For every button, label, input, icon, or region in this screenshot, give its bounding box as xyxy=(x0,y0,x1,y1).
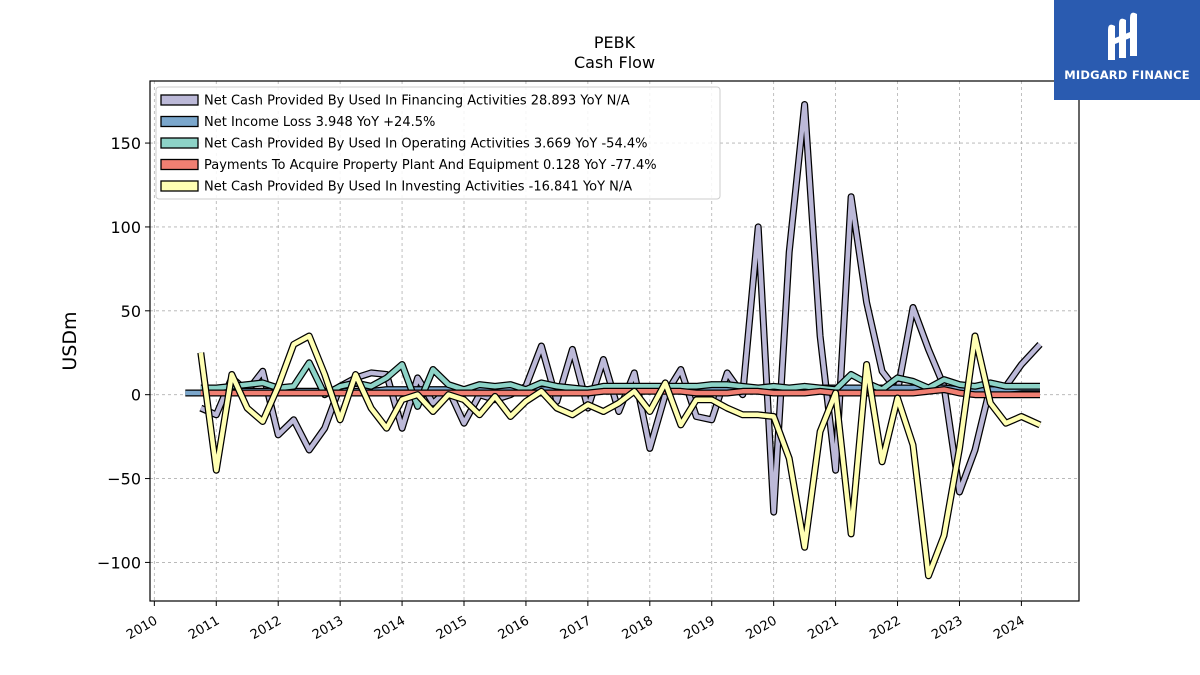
series-line-2 xyxy=(200,360,1040,409)
logo-wordmark: MIDGARD FINANCE xyxy=(1064,68,1190,82)
series-line-4 xyxy=(198,333,1041,579)
brand-logo: MIDGARD FINANCE xyxy=(1054,0,1200,100)
legend-entry: Payments To Acquire Property Plant And E… xyxy=(204,158,657,173)
x-tick-label: 2015 xyxy=(434,613,470,643)
y-tick-label: 0 xyxy=(131,386,141,405)
y-axis-label: USDm xyxy=(59,311,81,370)
y-tick-label: −50 xyxy=(107,470,141,489)
chart-title: PEBK xyxy=(594,33,636,52)
x-tick-label: 2010 xyxy=(124,613,160,643)
legend-box xyxy=(155,86,721,200)
legend-swatch xyxy=(160,137,199,149)
x-tick-label: 2018 xyxy=(620,613,656,643)
x-tick-label: 2023 xyxy=(929,613,965,643)
legend-swatch xyxy=(160,115,199,128)
series-line-3 xyxy=(200,387,1040,397)
x-tick-label: 2016 xyxy=(496,613,532,643)
legend-entry: Net Cash Provided By Used In Operating A… xyxy=(204,137,647,152)
x-tick-label: 2020 xyxy=(744,613,780,643)
y-tick-label: 50 xyxy=(121,302,141,321)
series-lines xyxy=(185,101,1043,580)
legend: Net Cash Provided By Used In Financing A… xyxy=(155,86,721,200)
y-tick-label: 150 xyxy=(110,134,141,153)
x-tick-label: 2024 xyxy=(991,613,1027,643)
midgard-logo-icon xyxy=(1108,12,1137,61)
y-tick-label: 100 xyxy=(110,218,141,237)
legend-entry: Net Cash Provided By Used In Investing A… xyxy=(204,180,632,195)
x-tick-label: 2013 xyxy=(310,613,346,643)
x-tick-label: 2019 xyxy=(682,613,718,643)
y-axis-ticks: −100 −50 0 50 100 150 xyxy=(97,134,150,572)
chart-subtitle: Cash Flow xyxy=(574,53,655,72)
x-tick-label: 2022 xyxy=(867,613,903,643)
x-axis-ticks: 2010 2011 2012 2013 2014 2015 2016 2017 2018 2019… xyxy=(124,601,1027,643)
x-tick-label: 2017 xyxy=(558,613,594,643)
plot-area-frame xyxy=(149,80,1080,602)
x-tick-label: 2011 xyxy=(186,613,222,643)
x-tick-label: 2012 xyxy=(248,613,284,643)
legend-swatch xyxy=(160,94,199,106)
legend-swatch xyxy=(160,158,199,171)
x-tick-label: 2021 xyxy=(805,613,841,643)
legend-entry: Net Income Loss 3.948 YoY +24.5% xyxy=(204,115,435,130)
y-tick-label: −100 xyxy=(97,553,141,572)
x-tick-label: 2014 xyxy=(372,613,408,643)
legend-entry: Net Cash Provided By Used In Financing A… xyxy=(204,94,630,109)
legend-swatch xyxy=(160,180,199,192)
